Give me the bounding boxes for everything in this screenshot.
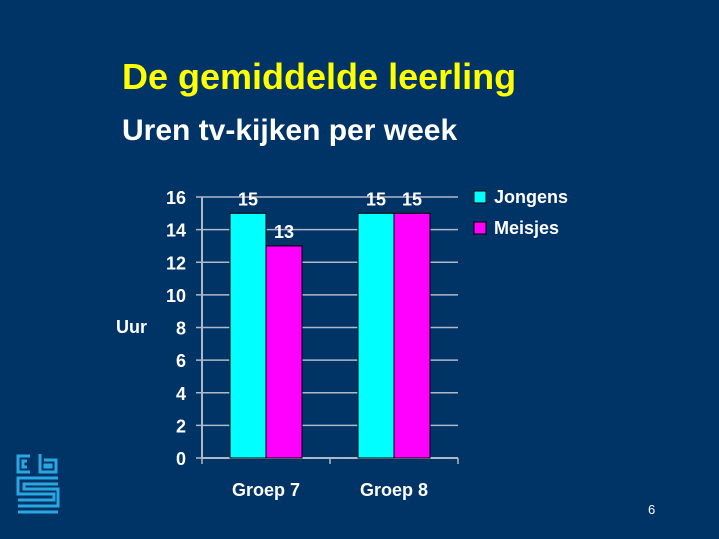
x-tick-label: Groep 8: [360, 480, 428, 500]
y-tick-label: 4: [176, 384, 186, 404]
slide-subtitle: Uren tv-kijken per week: [122, 114, 458, 147]
bar-jongens-2: [357, 212, 395, 459]
y-tick-label: 8: [176, 319, 186, 339]
slide-title: De gemiddelde leerling: [122, 56, 517, 97]
legend-swatch-meisjes: [473, 221, 487, 235]
legend-label: Jongens: [494, 187, 568, 207]
data-label: 13: [274, 222, 294, 242]
x-tick-label: Groep 7: [232, 480, 300, 500]
cbs-logo-icon: [16, 454, 60, 514]
y-axis-label: Uur: [116, 317, 147, 337]
data-label: 15: [366, 189, 386, 209]
y-tick-label: 16: [166, 188, 186, 208]
y-tick-label: 6: [176, 351, 186, 371]
bar-meisjes-2: [393, 212, 431, 459]
y-tick-label: 0: [176, 449, 186, 469]
page-number: 6: [648, 502, 656, 517]
y-tick-label: 2: [176, 416, 186, 436]
data-label: 15: [238, 189, 258, 209]
y-tick-label: 10: [166, 286, 186, 306]
y-tick-label: 12: [166, 253, 186, 273]
legend-label: Meisjes: [494, 218, 559, 238]
y-tick-label: 14: [166, 221, 186, 241]
legend-swatch-jongens: [473, 190, 487, 204]
data-label: 15: [402, 189, 422, 209]
bar-meisjes-1: [265, 245, 303, 459]
bar-jongens-1: [229, 212, 267, 459]
